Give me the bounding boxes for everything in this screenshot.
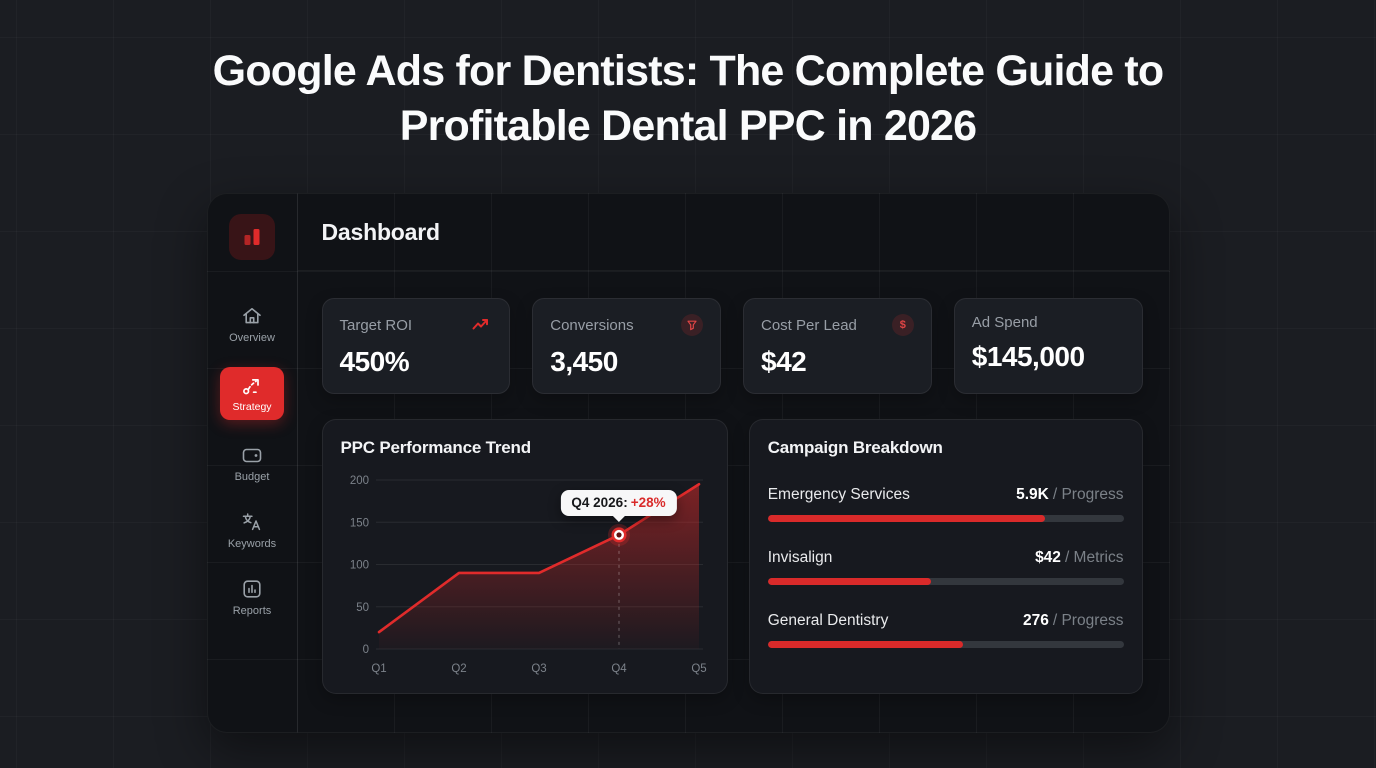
- campaign-progress-fill: [767, 578, 932, 585]
- dashboard-title: Dashboard: [321, 218, 441, 245]
- sidebar-item-label: Strategy: [232, 401, 272, 413]
- tooltip-label: Q4 2026:: [571, 494, 628, 510]
- funnel-badge-icon: [681, 314, 703, 336]
- campaign-metric: / Progress: [1052, 612, 1124, 629]
- campaign-progress-track: [767, 641, 1124, 648]
- stat-label: Target ROI: [339, 316, 413, 334]
- dollar-badge-icon: $: [891, 314, 914, 336]
- app-logo[interactable]: [229, 214, 275, 260]
- panels-row: PPC Performance Trend 0 50 100 150 200 Q1 Q2 Q3…: [321, 419, 1143, 694]
- dashboard-main: Dashboard Target ROI 450% Conversions: [297, 194, 1169, 732]
- x-tick-label: Q1: [371, 663, 386, 675]
- stat-label: Conversions: [550, 316, 634, 334]
- bar-chart-icon: [243, 580, 261, 598]
- campaign-progress-track: [767, 515, 1124, 522]
- sidebar-item-budget[interactable]: Budget: [220, 439, 284, 487]
- campaign-value: 276: [1022, 612, 1049, 629]
- campaign-progress-fill: [767, 641, 964, 648]
- stat-value: $145,000: [971, 341, 1085, 372]
- translate-icon: [242, 513, 261, 531]
- stat-card-ad-spend[interactable]: Ad Spend $145,000: [953, 298, 1143, 394]
- campaign-progress-track: [767, 578, 1124, 585]
- trend-line-chart-svg: 0 50 100 150 200 Q1 Q2 Q3 Q4 Q5: [349, 475, 706, 675]
- campaign-name: General Dentistry: [767, 612, 889, 629]
- chart-tooltip: Q4 2026: +28%: [560, 489, 677, 516]
- sidebar-item-label: Keywords: [227, 538, 277, 550]
- campaign-metric: / Progress: [1052, 486, 1124, 503]
- sidebar-item-reports[interactable]: Reports: [220, 573, 284, 621]
- stat-card-conversions[interactable]: Conversions 3,450: [532, 298, 721, 394]
- chart-title: PPC Performance Trend: [340, 438, 532, 457]
- stat-cards-row: Target ROI 450% Conversions 3,450: [321, 298, 1143, 394]
- campaign-title: Campaign Breakdown: [767, 438, 943, 457]
- sidebar-item-overview[interactable]: Overview: [220, 300, 284, 348]
- campaign-row-general-dentistry: General Dentistry 276/ Progress: [767, 612, 1124, 648]
- sidebar-item-strategy[interactable]: Strategy: [220, 367, 284, 420]
- campaign-name: Invisalign: [767, 549, 833, 566]
- bar-chart-logo-icon: [244, 229, 260, 245]
- sidebar-item-keywords[interactable]: Keywords: [220, 506, 284, 554]
- campaign-name: Emergency Services: [767, 486, 910, 503]
- y-tick-label: 200: [349, 475, 368, 487]
- stat-card-target-roi[interactable]: Target ROI 450%: [321, 298, 511, 394]
- sidebar-item-label: Overview: [229, 332, 275, 344]
- y-tick-label: 100: [349, 560, 368, 572]
- marker-center: [615, 532, 622, 538]
- stat-label: Ad Spend: [971, 314, 1038, 331]
- trending-up-icon: [472, 319, 489, 330]
- campaign-row-emergency-services: Emergency Services 5.9K / Progress: [767, 486, 1124, 522]
- sidebar: Overview Strategy Budget: [208, 194, 298, 732]
- x-tick-label: Q5: [691, 663, 706, 675]
- x-tick-label: Q2: [451, 663, 466, 675]
- sidebar-item-label: Budget: [234, 471, 270, 483]
- sidebar-nav: Overview Strategy Budget: [220, 300, 284, 621]
- trend-line: [377, 482, 700, 634]
- ppc-trend-panel: PPC Performance Trend 0 50 100 150 200 Q1 Q2 Q3…: [321, 419, 728, 694]
- stat-card-cost-per-lead[interactable]: Cost Per Lead $ $42: [743, 298, 932, 394]
- campaign-progress-fill: [767, 515, 1046, 522]
- y-tick-label: 150: [349, 517, 368, 529]
- area-fill: [378, 484, 699, 649]
- campaign-row-invisalign: Invisalign $42/ Metrics: [767, 549, 1124, 585]
- campaign-metric: / Metrics: [1064, 549, 1124, 566]
- campaign-value: $42: [1035, 549, 1061, 566]
- tooltip-delta: +28%: [630, 494, 666, 510]
- campaign-breakdown-panel: Campaign Breakdown Emergency Services 5.…: [748, 419, 1143, 694]
- stat-value: 3,450: [550, 346, 618, 377]
- sidebar-item-label: Reports: [232, 605, 272, 617]
- home-icon: [243, 308, 261, 324]
- page-title: Google Ads for Dentists: The Complete Gu…: [212, 47, 1164, 150]
- stat-label: Cost Per Lead: [761, 316, 857, 334]
- wallet-icon: [242, 448, 262, 463]
- y-tick-label: 50: [356, 602, 369, 614]
- campaign-value: 5.9K: [1016, 486, 1049, 503]
- dashboard-panel: Overview Strategy Budget: [206, 193, 1170, 733]
- x-tick-label: Q4: [611, 663, 627, 675]
- stat-value: 450%: [339, 346, 410, 377]
- ppc-trend-chart: 0 50 100 150 200 Q1 Q2 Q3 Q4 Q5 Q4 2026: +28%: [341, 467, 709, 684]
- stat-value: $42: [761, 346, 807, 377]
- route-icon: [243, 379, 259, 395]
- dashboard-header: Dashboard: [297, 194, 1169, 271]
- x-tick-label: Q3: [531, 663, 546, 675]
- y-tick-label: 0: [362, 644, 368, 656]
